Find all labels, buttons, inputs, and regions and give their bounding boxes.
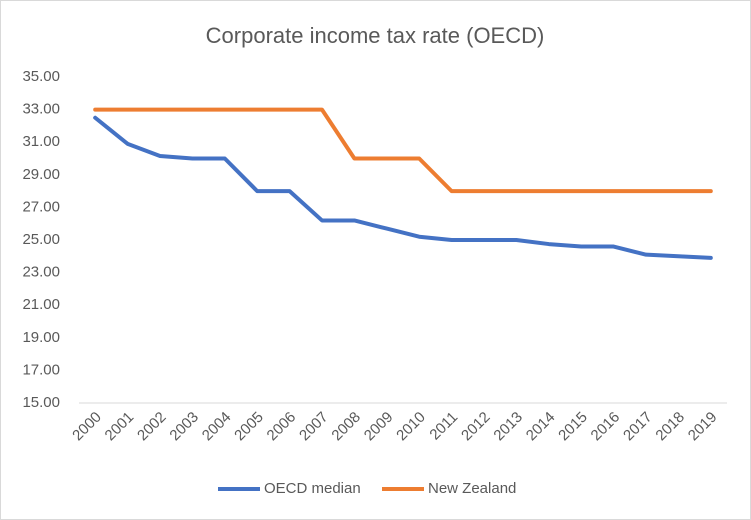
series-line [93,107,713,194]
y-tick-label: 19.00 [22,329,60,346]
series-line [93,115,713,260]
legend-label: New Zealand [428,480,516,497]
y-tick-label: 29.00 [22,166,60,183]
y-tick-label: 31.00 [22,133,60,150]
y-tick-label: 15.00 [22,394,60,411]
y-tick-label: 25.00 [22,231,60,248]
y-tick-label: 23.00 [22,264,60,281]
y-tick-label: 17.00 [22,361,60,378]
y-tick-label: 33.00 [22,101,60,118]
legend-label: OECD median [264,480,361,497]
chart-title: Corporate income tax rate (OECD) [206,23,545,48]
y-tick-label: 21.00 [22,296,60,313]
y-tick-label: 27.00 [22,198,60,215]
y-tick-label: 35.00 [22,68,60,85]
